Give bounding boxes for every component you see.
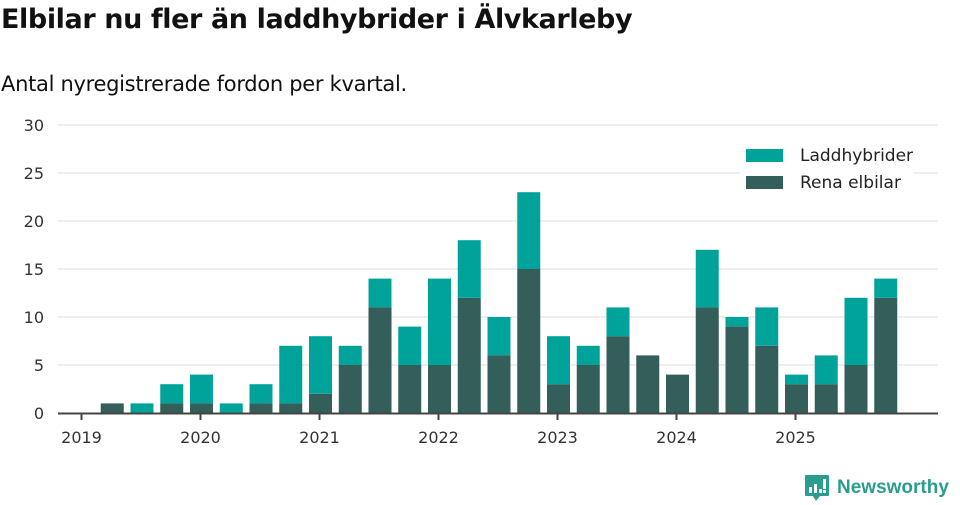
x-tick-label: 2022 — [418, 428, 459, 447]
x-axis: 2019 2020 2021 2022 2023 2024 2025 — [58, 412, 938, 447]
bar-rena-elbilar — [606, 336, 630, 413]
y-tick-label: 20 — [24, 212, 44, 231]
bar-laddhybrider — [487, 317, 511, 356]
bar-laddhybrider — [725, 317, 749, 327]
bar-laddhybrider — [755, 307, 779, 346]
bar-rena-elbilar — [428, 365, 451, 413]
x-tick-label: 2021 — [299, 428, 340, 447]
y-tick-label: 5 — [34, 356, 44, 375]
bar-laddhybrider — [160, 384, 184, 404]
logo-text: Newsworthy — [837, 477, 949, 498]
y-tick-label: 30 — [24, 116, 44, 135]
y-tick-label: 25 — [24, 164, 44, 183]
x-tick-label: 2020 — [180, 428, 221, 447]
bar-laddhybrider — [785, 374, 808, 385]
bar-laddhybrider — [190, 374, 213, 404]
bar-laddhybrider — [130, 403, 154, 413]
legend-swatch-laddhybrider — [746, 149, 783, 162]
bar-rena-elbilar — [576, 365, 600, 413]
bar-rena-elbilar — [666, 374, 689, 413]
bar-rena-elbilar — [814, 384, 838, 413]
bar-rena-elbilar — [785, 384, 808, 413]
bar-rena-elbilar — [190, 403, 213, 413]
x-tick-label: 2024 — [656, 428, 697, 447]
bar-laddhybrider — [517, 192, 541, 269]
bar-laddhybrider — [695, 249, 719, 308]
legend-label: Laddhybrider — [800, 145, 914, 166]
bar-laddhybrider — [457, 240, 481, 298]
bar-rena-elbilar — [249, 403, 273, 413]
legend-label: Rena elbilar — [800, 172, 901, 193]
y-tick-label: 10 — [24, 308, 44, 327]
bar-laddhybrider — [249, 384, 273, 404]
bar-laddhybrider — [398, 326, 422, 365]
bar-laddhybrider — [279, 345, 303, 404]
bar-laddhybrider — [219, 403, 243, 413]
bar-rena-elbilar — [755, 345, 779, 413]
bar-laddhybrider — [428, 278, 451, 365]
y-tick-label: 0 — [34, 404, 44, 423]
x-tick-label: 2019 — [61, 428, 102, 447]
bar-laddhybrider — [606, 307, 630, 337]
bar-rena-elbilar — [695, 307, 719, 413]
bar-rena-elbilar — [874, 297, 898, 413]
bar-rena-elbilar — [309, 393, 332, 413]
bar-rena-elbilar — [457, 297, 481, 413]
chart-title: Elbilar nu fler än laddhybrider i Älvkar… — [1, 4, 633, 35]
bar-laddhybrider — [368, 278, 392, 308]
bar-rena-elbilar — [100, 403, 124, 413]
bar-laddhybrider — [309, 336, 332, 394]
bar-laddhybrider — [338, 345, 362, 365]
newsworthy-logo: Newsworthy — [804, 474, 949, 502]
bar-rena-elbilar — [398, 365, 422, 413]
bar-rena-elbilar — [338, 365, 362, 413]
bar-laddhybrider — [547, 336, 570, 385]
bar-rena-elbilar — [487, 355, 511, 413]
bar-laddhybrider — [874, 278, 898, 298]
bar-rena-elbilar — [279, 403, 303, 413]
bar-rena-elbilar — [368, 307, 392, 413]
bar-chart-speech-bubble-icon — [805, 475, 829, 501]
bars — [100, 192, 898, 413]
bar-laddhybrider — [844, 297, 868, 365]
bar-laddhybrider — [576, 345, 600, 365]
bar-rena-elbilar — [636, 355, 660, 413]
legend: Laddhybrider Rena elbilar — [740, 140, 914, 202]
legend-item-laddhybrider: Laddhybrider — [746, 142, 913, 169]
y-axis-labels: 0 5 10 15 20 25 30 — [24, 116, 44, 423]
chart-subtitle: Antal nyregistrerade fordon per kvartal. — [1, 72, 407, 96]
bar-rena-elbilar — [844, 365, 868, 413]
legend-item-rena-elbilar: Rena elbilar — [746, 169, 913, 196]
bar-laddhybrider — [814, 355, 838, 385]
x-tick-label: 2023 — [537, 428, 578, 447]
x-tick-label: 2025 — [775, 428, 816, 447]
y-tick-label: 15 — [24, 260, 44, 279]
bar-rena-elbilar — [547, 384, 570, 413]
bar-rena-elbilar — [160, 403, 184, 413]
bar-rena-elbilar — [725, 326, 749, 413]
legend-swatch-rena-elbilar — [746, 176, 783, 189]
bar-rena-elbilar — [517, 269, 541, 413]
